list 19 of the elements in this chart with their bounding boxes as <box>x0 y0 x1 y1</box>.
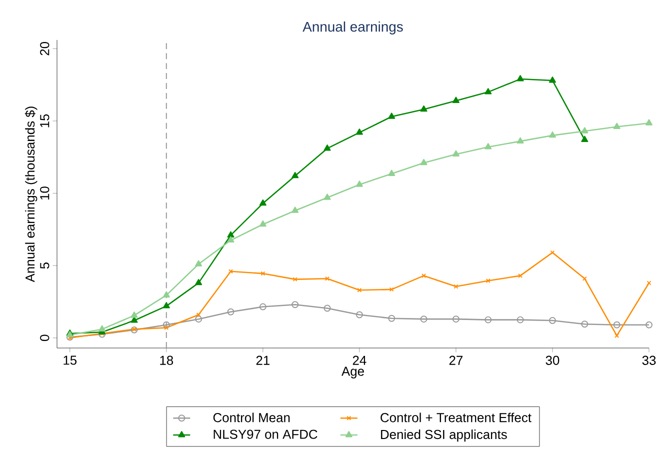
y-tick-label: 5 <box>40 262 50 269</box>
y-tick-label: 10 <box>40 186 50 200</box>
x-tick-label: 30 <box>546 356 560 365</box>
x-tick-label: 27 <box>449 356 463 365</box>
legend-label: Control + Treatment Effect <box>380 412 532 422</box>
legend-label: Denied SSI applicants <box>381 430 507 442</box>
x-tick-label: 24 <box>352 356 366 365</box>
legend-label: Control Mean <box>213 412 290 422</box>
x-tick-label: 33 <box>642 356 656 365</box>
chart-title: Annual earnings <box>302 21 403 34</box>
x-tick-label: 15 <box>64 356 77 365</box>
x-tick-label: 18 <box>160 356 174 365</box>
x-axis-title: Age <box>342 366 364 378</box>
x-tick-label: 21 <box>256 356 270 365</box>
y-axis-title: Annual earnings (thousands $) <box>24 106 38 282</box>
y-tick-label: 0 <box>40 334 50 341</box>
legend-label: NLSY97 on AFDC <box>214 430 318 439</box>
y-tick-label: 15 <box>40 114 50 128</box>
y-tick-label: 20 <box>40 42 50 56</box>
